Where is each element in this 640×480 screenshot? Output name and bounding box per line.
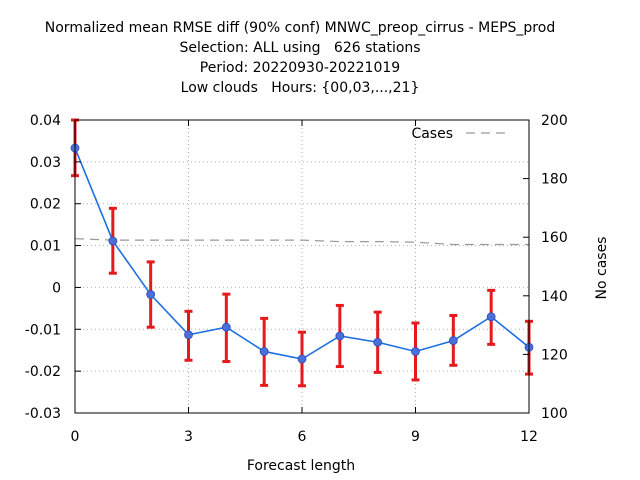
y2-tick-label: 200 bbox=[541, 113, 568, 129]
data-point bbox=[108, 236, 118, 246]
x-tick-label: 6 bbox=[298, 429, 307, 445]
y2-tick-label: 180 bbox=[541, 172, 568, 188]
title-line-1: Normalized mean RMSE diff (90% conf) MNW… bbox=[44, 20, 556, 36]
y-tick-label: -0.01 bbox=[25, 322, 61, 338]
series-line-layer bbox=[74, 147, 530, 360]
x-tick-label: 9 bbox=[411, 429, 420, 445]
y-tick-label: 0.02 bbox=[30, 197, 61, 213]
data-point bbox=[411, 347, 420, 356]
data-point bbox=[297, 354, 307, 364]
y-tick-label: -0.02 bbox=[25, 364, 61, 380]
y2-tick-label: 100 bbox=[541, 406, 568, 422]
data-point bbox=[146, 290, 156, 299]
y-tick-label: 0.03 bbox=[30, 155, 61, 171]
data-point bbox=[221, 322, 231, 332]
title-line-2: Selection: ALL using 626 stations bbox=[179, 40, 421, 56]
y-tick-label: 0 bbox=[52, 280, 61, 296]
data-point bbox=[259, 347, 269, 356]
right-axis-label: No cases bbox=[594, 237, 610, 300]
legend-label-cases: Cases bbox=[411, 126, 453, 142]
x-axis-label: Forecast length bbox=[247, 458, 355, 474]
point-layer bbox=[70, 143, 534, 364]
y2-tick-label: 120 bbox=[541, 347, 568, 363]
y2-tick-label: 140 bbox=[541, 289, 568, 305]
rmse-diff-line bbox=[74, 147, 530, 360]
data-point bbox=[373, 337, 383, 347]
y-tick-label: -0.03 bbox=[25, 406, 61, 422]
title-line-4: Low clouds Hours: {00,03,...,21} bbox=[180, 80, 420, 96]
x-tick-label: 0 bbox=[71, 429, 80, 445]
data-point bbox=[448, 336, 458, 345]
x-tick-label: 3 bbox=[184, 429, 193, 445]
data-point bbox=[184, 330, 193, 340]
y-tick-label: 0.04 bbox=[30, 113, 61, 129]
data-point bbox=[335, 331, 345, 341]
data-point bbox=[486, 312, 496, 322]
tick-layer: 0.04 0.03 0.02 0.01 0 -0.01 -0.02 -0.03 0 3 6 9 12 20… bbox=[25, 113, 568, 445]
title-line-3: Period: 20220930-20221019 bbox=[199, 60, 401, 76]
chart-title: Normalized mean RMSE diff (90% conf) MNW… bbox=[0, 18, 600, 98]
legend: Cases bbox=[411, 126, 511, 142]
x-tick-label: 12 bbox=[520, 429, 538, 445]
y2-tick-label: 160 bbox=[541, 230, 568, 246]
cases-layer bbox=[74, 238, 529, 246]
y-tick-label: 0.01 bbox=[30, 239, 61, 255]
cases-series-line bbox=[74, 238, 529, 246]
